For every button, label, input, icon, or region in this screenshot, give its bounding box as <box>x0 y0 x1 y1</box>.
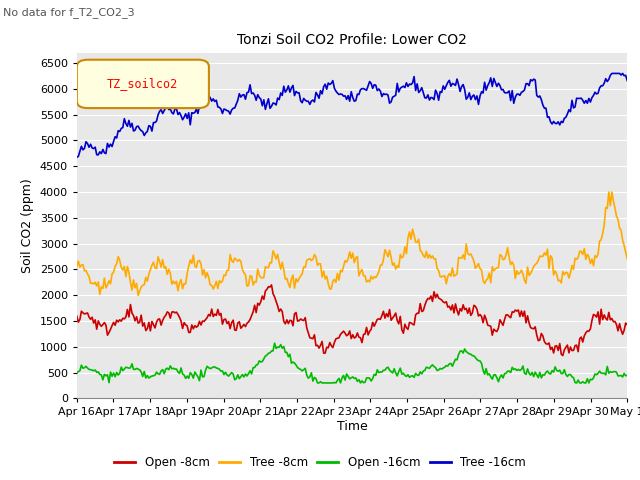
Legend: Open -8cm, Tree -8cm, Open -16cm, Tree -16cm: Open -8cm, Tree -8cm, Open -16cm, Tree -… <box>109 452 531 474</box>
Line: Open -16cm: Open -16cm <box>77 343 627 383</box>
Tree -8cm <box>315 261 323 266</box>
FancyBboxPatch shape <box>77 60 209 108</box>
Open -16cm <box>237 374 244 380</box>
Open -16cm <box>140 369 148 374</box>
Open -8cm <box>73 313 81 319</box>
Open -8cm <box>255 302 263 308</box>
Text: No data for f_T2_CO2_3: No data for f_T2_CO2_3 <box>3 7 135 18</box>
Open -8cm <box>596 321 604 327</box>
Tree -8cm <box>266 260 274 265</box>
Open -16cm <box>73 370 81 375</box>
Tree -8cm <box>134 293 142 299</box>
Title: Tonzi Soil CO2 Profile: Lower CO2: Tonzi Soil CO2 Profile: Lower CO2 <box>237 34 467 48</box>
Tree -16cm <box>593 91 600 97</box>
Line: Tree -16cm: Tree -16cm <box>77 73 627 157</box>
Line: Open -8cm: Open -8cm <box>77 285 627 356</box>
Tree -8cm <box>623 256 631 262</box>
X-axis label: Time: Time <box>337 420 367 433</box>
Y-axis label: Soil CO2 (ppm): Soil CO2 (ppm) <box>21 178 34 273</box>
Open -8cm <box>264 284 272 289</box>
Tree -16cm <box>608 71 616 76</box>
Tree -8cm <box>257 275 264 280</box>
Tree -16cm <box>255 95 263 100</box>
Tree -16cm <box>140 132 148 138</box>
Line: Tree -8cm: Tree -8cm <box>77 192 627 296</box>
Open -16cm <box>317 379 324 384</box>
Tree -16cm <box>237 94 244 100</box>
Tree -8cm <box>73 264 81 270</box>
Tree -16cm <box>623 78 631 84</box>
Tree -8cm <box>594 251 602 257</box>
Open -16cm <box>314 380 321 386</box>
Tree -8cm <box>239 266 246 272</box>
Open -8cm <box>315 345 323 351</box>
Open -16cm <box>596 368 604 374</box>
Tree -16cm <box>73 155 81 160</box>
Open -16cm <box>255 358 263 364</box>
Tree -8cm <box>605 189 612 195</box>
Open -8cm <box>237 325 244 331</box>
Text: TZ_soilco2: TZ_soilco2 <box>108 77 179 90</box>
Open -8cm <box>140 320 148 326</box>
Open -8cm <box>268 282 275 288</box>
Open -16cm <box>623 372 631 378</box>
Open -8cm <box>623 322 631 328</box>
Tree -16cm <box>314 92 321 98</box>
Open -16cm <box>271 340 278 346</box>
Tree -8cm <box>142 275 150 280</box>
Tree -16cm <box>264 96 272 102</box>
Open -8cm <box>559 353 566 359</box>
Open -16cm <box>264 350 272 356</box>
